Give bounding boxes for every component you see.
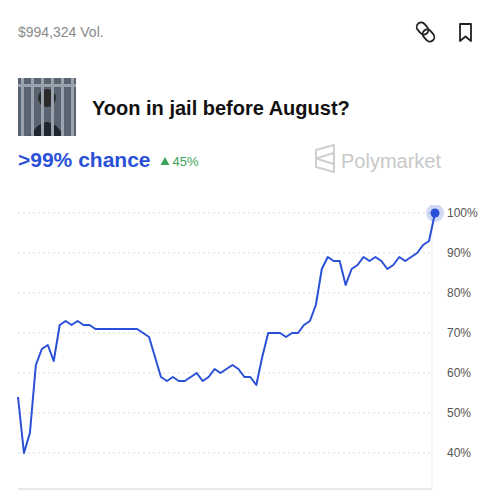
- grid-line: [18, 373, 432, 374]
- tick-label: 50%: [447, 406, 471, 420]
- change: 45%: [173, 154, 199, 169]
- chance: >99% chance: [18, 148, 151, 171]
- tick-label: 70%: [447, 326, 471, 340]
- link-icon[interactable]: [415, 21, 436, 44]
- brand-icon: [316, 145, 334, 172]
- brand-logo: Polymarket: [316, 145, 441, 172]
- volume: $994,324 Vol.: [18, 24, 104, 40]
- bookmark-icon[interactable]: [460, 24, 471, 41]
- page: $994,324 Vol. Yoon in jail before August?…: [0, 0, 498, 498]
- thumb-body: [30, 122, 64, 136]
- tick-label: 40%: [447, 446, 471, 460]
- grid-line: [18, 213, 432, 214]
- tick-label: 90%: [447, 246, 471, 260]
- brand: Polymarket: [341, 150, 441, 172]
- tick-label: 100%: [447, 206, 478, 220]
- link-part: [421, 28, 436, 44]
- up-arrow: [161, 157, 170, 165]
- grid-line: [18, 453, 432, 454]
- grid-line: [18, 253, 432, 254]
- end-halo: [426, 205, 444, 222]
- grid-line: [18, 333, 432, 334]
- thumbnail: [18, 78, 76, 136]
- tick-label: 80%: [447, 286, 471, 300]
- line: [18, 213, 435, 453]
- tick-label: 60%: [447, 366, 471, 380]
- plot-area: [18, 205, 444, 453]
- end-point: [431, 209, 440, 218]
- y-axis: [432, 205, 433, 489]
- title: Yoon in jail before August?: [92, 97, 350, 119]
- x-axis: [18, 489, 432, 490]
- thumb-bar: [18, 84, 76, 87]
- grid-line: [18, 293, 432, 294]
- thumb-bg: [18, 78, 76, 136]
- grid-line: [18, 413, 432, 414]
